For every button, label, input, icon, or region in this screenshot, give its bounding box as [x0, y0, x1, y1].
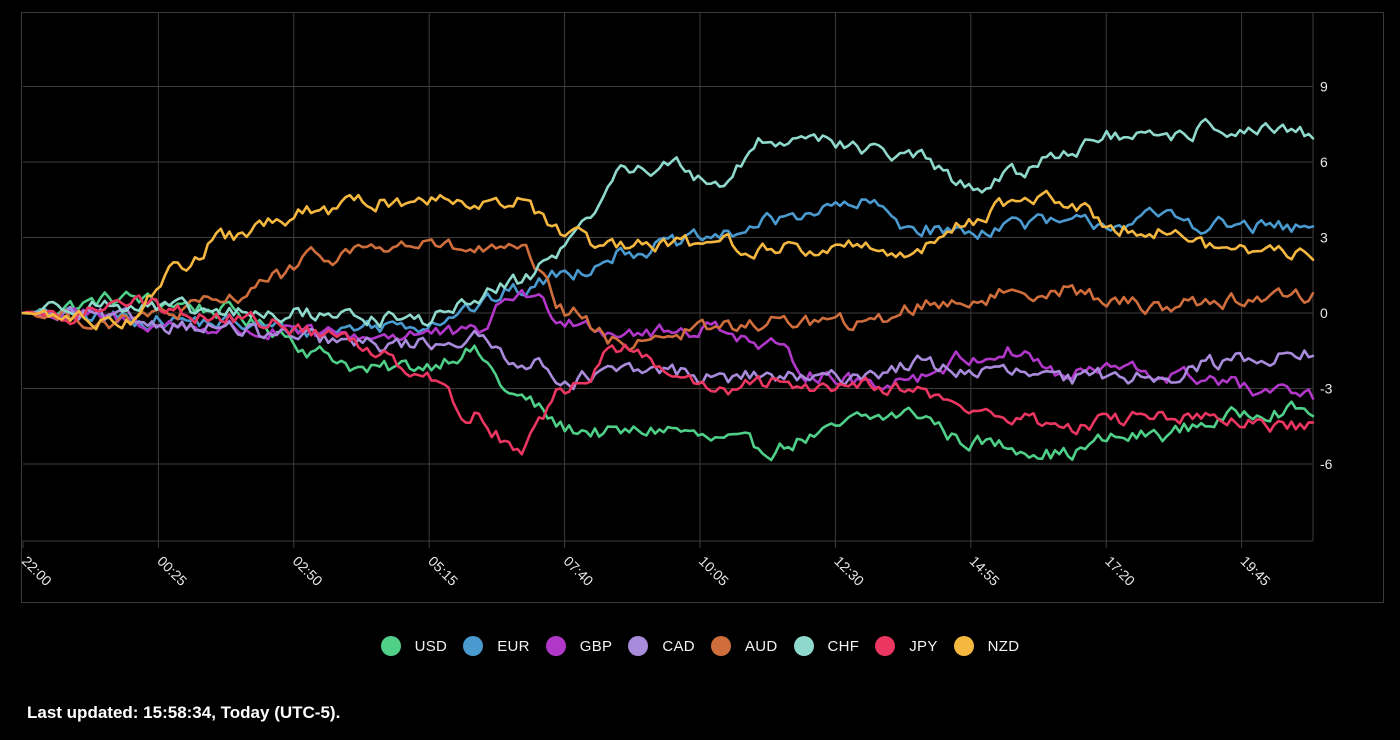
legend-item-cad[interactable]: CAD: [628, 636, 695, 656]
last-updated-text: Last updated: 15:58:34, Today (UTC-5).: [27, 703, 341, 722]
legend-label: EUR: [497, 637, 530, 655]
y-tick-label: 6: [1320, 154, 1328, 170]
legend-label: USD: [414, 637, 448, 655]
legend-swatch: [953, 636, 974, 656]
y-tick-label: 0: [1320, 305, 1328, 321]
series-line-jpy: [21, 294, 1315, 456]
legend-swatch: [710, 636, 731, 656]
legend-swatch: [545, 636, 566, 656]
series-line-nzd: [21, 189, 1315, 331]
x-tick-label: 00:25: [154, 553, 190, 589]
series-line-gbp: [21, 288, 1315, 400]
series-line-aud: [21, 238, 1315, 352]
legend-label: CAD: [662, 637, 695, 655]
y-tick-label: 9: [1320, 79, 1328, 95]
y-tick-label: -3: [1320, 381, 1333, 397]
legend-label: AUD: [744, 637, 778, 655]
legend-item-eur[interactable]: EUR: [463, 636, 530, 656]
x-tick-label: 17:20: [1102, 553, 1138, 589]
legend-item-gbp[interactable]: GBP: [545, 636, 613, 656]
y-tick-label: -6: [1320, 456, 1333, 472]
grid: [22, 13, 1314, 548]
line-chart: 9 6 3 0 -3 -6 22:00 00:25 02:50 05:15 07:40 10:05 1…: [19, 13, 1333, 589]
legend-label: GBP: [579, 637, 613, 655]
series-line-chf: [21, 117, 1315, 329]
legend-item-chf[interactable]: CHF: [793, 636, 860, 656]
legend-item-nzd[interactable]: NZD: [953, 636, 1020, 656]
series-lines: [21, 117, 1315, 462]
x-axis-ticks: 22:00 00:25 02:50 05:15 07:40 10:05 12:30 14:55…: [19, 553, 1274, 589]
x-tick-label: 22:00: [19, 553, 55, 589]
y-tick-label: 3: [1320, 230, 1328, 246]
legend-label: JPY: [909, 637, 938, 655]
legend-label: CHF: [827, 637, 860, 655]
x-tick-label: 07:40: [560, 553, 596, 589]
legend-item-aud[interactable]: AUD: [710, 636, 778, 656]
x-tick-label: 12:30: [831, 553, 867, 589]
x-tick-label: 19:45: [1237, 553, 1273, 589]
series-line-cad: [21, 305, 1315, 391]
x-tick-label: 02:50: [290, 553, 326, 589]
legend-swatch: [463, 636, 484, 656]
legend-label: NZD: [987, 637, 1020, 655]
y-axis-ticks: 9 6 3 0 -3 -6: [1320, 79, 1333, 473]
legend-swatch: [875, 636, 896, 656]
legend-swatch: [793, 636, 814, 656]
chart-frame: [21, 12, 1384, 603]
x-tick-label: 10:05: [696, 553, 732, 589]
legend-item-usd[interactable]: USD: [380, 636, 448, 656]
legend-item-jpy[interactable]: JPY: [875, 636, 937, 656]
series-line-eur: [21, 198, 1315, 338]
legend: USD EUR GBP CAD AUD CHF JPY NZD: [0, 636, 1400, 656]
legend-swatch: [380, 636, 401, 656]
series-line-usd: [21, 290, 1315, 462]
x-tick-label: 05:15: [425, 553, 461, 589]
x-tick-label: 14:55: [967, 553, 1003, 589]
legend-swatch: [628, 636, 649, 656]
